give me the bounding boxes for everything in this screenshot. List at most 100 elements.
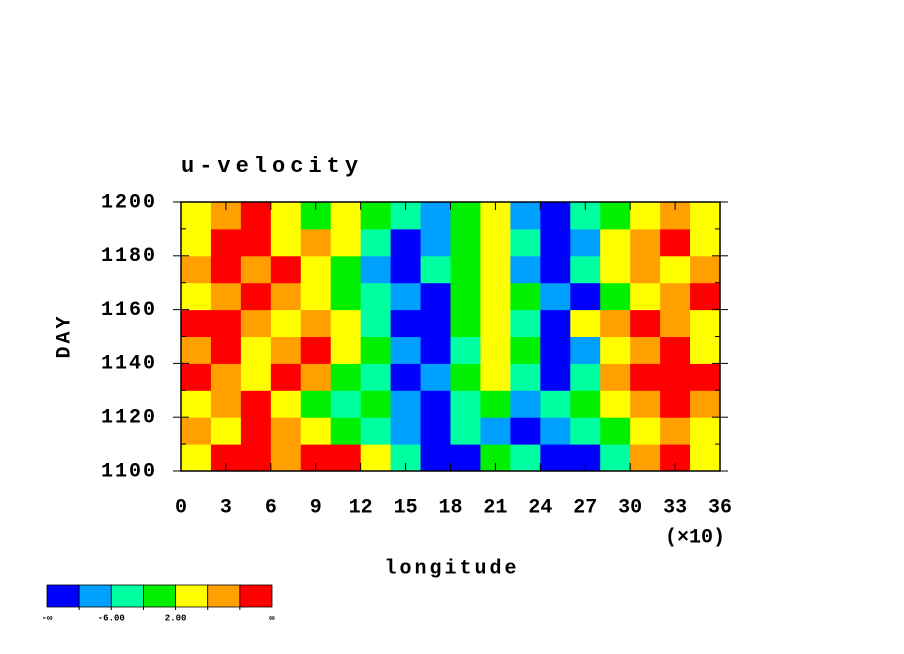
cell — [660, 417, 691, 445]
cell — [240, 309, 272, 337]
cell — [480, 228, 511, 257]
cell — [240, 282, 272, 311]
cell — [360, 202, 392, 230]
cell — [660, 363, 691, 391]
cell — [450, 336, 481, 364]
cell — [330, 228, 362, 257]
cell — [270, 228, 302, 257]
x-tick-label: 9 — [310, 496, 322, 519]
colorbar-box — [175, 584, 209, 608]
cell — [210, 228, 242, 257]
cell — [540, 228, 571, 257]
cell — [540, 309, 571, 337]
colorbar-box — [46, 584, 80, 608]
cell — [390, 336, 422, 364]
cell — [630, 390, 661, 418]
cell — [210, 336, 242, 364]
cell — [330, 309, 362, 337]
cell — [690, 363, 721, 391]
colorbar-label: -6.00 — [98, 613, 125, 623]
x-tick-label: 18 — [438, 496, 462, 519]
colorbar-box — [78, 584, 112, 608]
cell — [270, 309, 302, 337]
cell — [570, 228, 601, 257]
cell — [420, 228, 451, 257]
cell — [240, 255, 272, 284]
cell — [510, 444, 541, 472]
cell — [240, 336, 272, 364]
cell — [450, 282, 481, 311]
x-tick-label: 27 — [573, 496, 597, 519]
cell — [300, 255, 332, 284]
cell — [600, 309, 631, 337]
x-tick-label: 21 — [483, 496, 507, 519]
cell — [630, 255, 661, 284]
cell — [540, 336, 571, 364]
cell — [690, 444, 721, 472]
cell — [510, 336, 541, 364]
cell — [690, 390, 721, 418]
cell — [210, 309, 242, 337]
cell — [540, 255, 571, 284]
cell — [630, 228, 661, 257]
cell — [330, 390, 362, 418]
cell — [240, 202, 272, 230]
cell — [390, 363, 422, 391]
cell — [300, 336, 332, 364]
cell — [270, 390, 302, 418]
cell — [510, 255, 541, 284]
cell — [240, 228, 272, 257]
x-tick-label: 33 — [663, 496, 687, 519]
cell — [420, 336, 451, 364]
cell — [210, 363, 242, 391]
cell — [690, 228, 721, 257]
cell — [390, 228, 422, 257]
colorbar-label: -∞ — [42, 613, 53, 623]
cell — [181, 282, 212, 311]
cell — [330, 444, 362, 472]
cell — [210, 417, 242, 445]
cell — [300, 390, 332, 418]
cell — [540, 202, 571, 230]
cell — [181, 444, 212, 472]
cell — [330, 363, 362, 391]
x-tick-label: 36 — [708, 496, 732, 519]
cell — [540, 417, 571, 445]
cell — [510, 363, 541, 391]
cell — [181, 228, 212, 257]
cell — [360, 255, 392, 284]
cell — [420, 202, 451, 230]
cell — [450, 202, 481, 230]
cell — [510, 202, 541, 230]
cell — [181, 336, 212, 364]
cell — [240, 390, 272, 418]
cell — [300, 228, 332, 257]
cell — [480, 390, 511, 418]
cell — [181, 363, 212, 391]
cell — [660, 255, 691, 284]
cell — [600, 417, 631, 445]
cell — [630, 363, 661, 391]
cell — [420, 444, 451, 472]
cell — [630, 309, 661, 337]
cell — [510, 282, 541, 311]
cell — [330, 336, 362, 364]
cell — [420, 363, 451, 391]
cell — [300, 363, 332, 391]
cell — [600, 255, 631, 284]
cell — [540, 282, 571, 311]
cell — [480, 363, 511, 391]
cell — [630, 282, 661, 311]
cell — [570, 255, 601, 284]
cell — [690, 417, 721, 445]
cell — [480, 255, 511, 284]
cell — [300, 282, 332, 311]
cell — [210, 390, 242, 418]
cell — [270, 417, 302, 445]
x-tick-label: 15 — [394, 496, 418, 519]
cell — [360, 363, 392, 391]
cell — [660, 282, 691, 311]
cell — [390, 417, 422, 445]
cell — [420, 282, 451, 311]
